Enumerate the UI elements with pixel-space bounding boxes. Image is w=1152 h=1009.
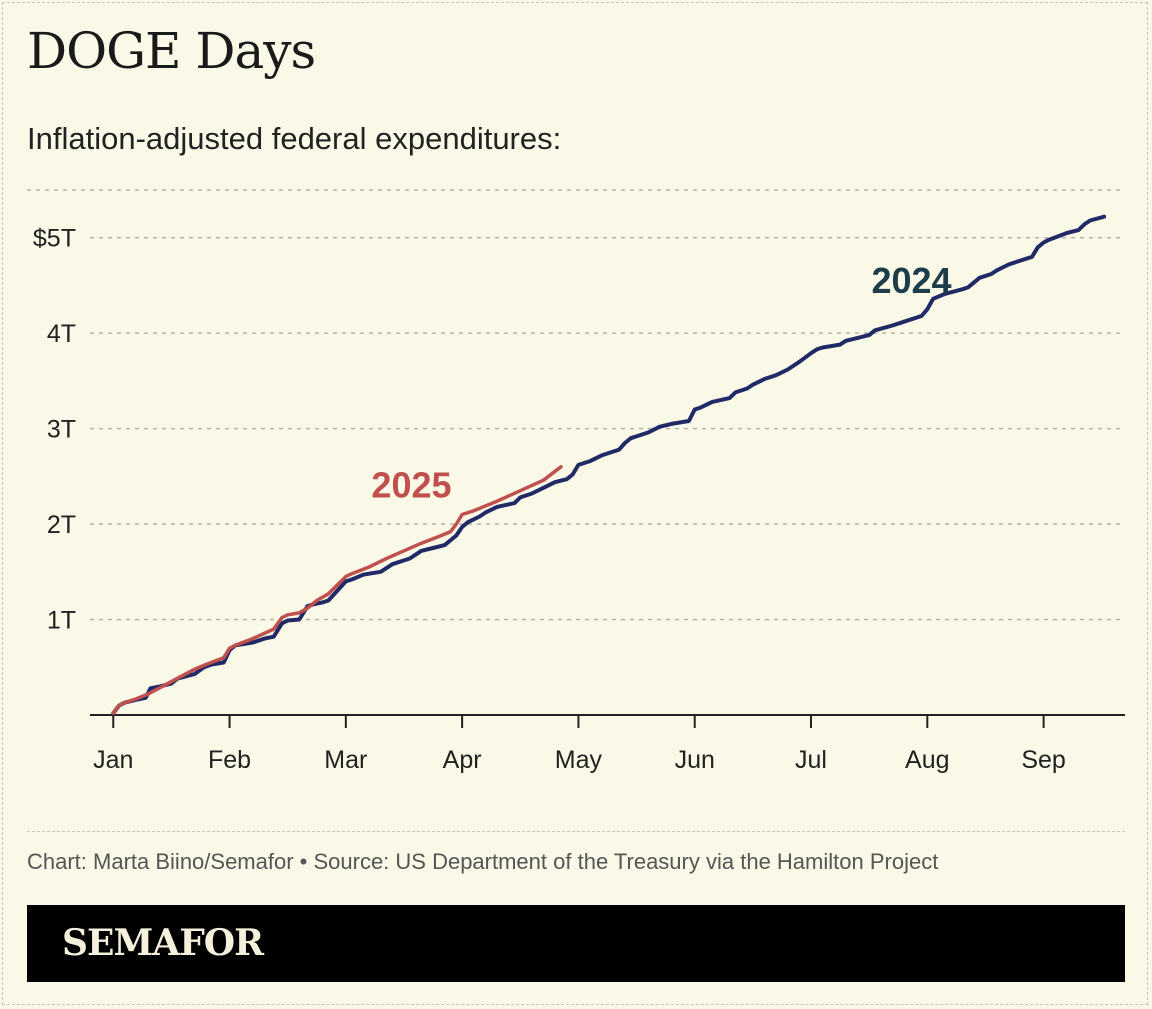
x-tick-label: Aug (905, 746, 949, 774)
series-line-2025 (111, 465, 563, 715)
chart-title: DOGE Days (27, 22, 316, 80)
x-tick-label: Apr (443, 746, 482, 774)
y-tick-label: 1T (47, 607, 76, 635)
y-tick-label: 2T (47, 511, 76, 539)
semafor-logo: SEMAFOR (62, 922, 264, 964)
x-tick-label: Sep (1021, 746, 1065, 774)
x-tick-label: Feb (208, 746, 251, 774)
footer-divider (27, 831, 1125, 832)
series-label-2025: 2025 (371, 464, 451, 505)
series-label-2024: 2024 (871, 260, 951, 301)
x-tick-label: Mar (324, 746, 367, 774)
line-chart: 1T 2T 3T 4T $5T Jan Feb Mar Apr May Jun Jul Aug Sep 20… (27, 189, 1125, 774)
source-credit: Chart: Marta Biino/Semafor • Source: US … (27, 849, 939, 874)
x-tick-label: Jan (93, 746, 133, 774)
series-line-2024 (111, 214, 1107, 716)
brand-bar: SEMAFOR (27, 905, 1125, 982)
chart-subtitle: Inflation-adjusted federal expenditures: (27, 121, 562, 156)
y-tick-label: 3T (47, 416, 76, 444)
x-tick-label: May (555, 746, 603, 774)
y-tick-label: $5T (33, 225, 76, 253)
y-tick-label: 4T (47, 320, 76, 348)
x-tick-label: Jul (795, 746, 827, 774)
x-tick-label: Jun (675, 746, 715, 774)
